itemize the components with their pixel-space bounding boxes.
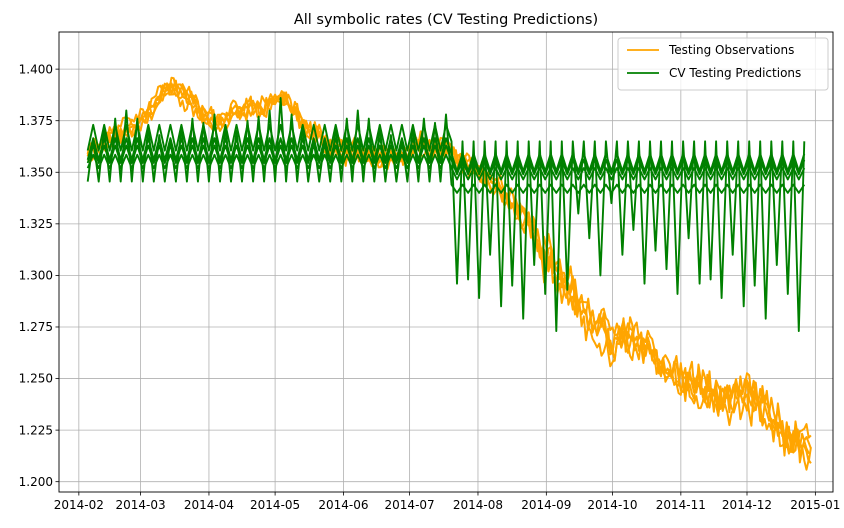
legend-box [617, 37, 829, 91]
legend: Testing Observations CV Testing Predicti… [617, 37, 829, 91]
y-tick-label: 1.200 [19, 475, 53, 489]
x-tick-label: 2014-10 [587, 498, 637, 512]
chart-title: All symbolic rates (CV Testing Predictio… [294, 12, 598, 28]
x-tick-label: 2014-08 [453, 498, 503, 512]
plot-frame [58, 31, 834, 493]
y-tick-label: 1.375 [19, 114, 53, 128]
grid-lines [59, 32, 833, 492]
x-axis: 2014-02 2014-03 2014-04 2014-05 2014-06 2014-… [54, 492, 840, 512]
y-tick-label: 1.350 [19, 165, 53, 179]
x-tick-label: 2014-12 [722, 498, 772, 512]
x-tick-label: 2014-03 [116, 498, 166, 512]
x-tick-label: 2014-05 [250, 498, 300, 512]
y-tick-label: 1.325 [19, 217, 53, 231]
x-tick-label: 2014-11 [656, 498, 706, 512]
legend-label-observations: Testing Observations [668, 43, 794, 57]
y-axis: 1.200 1.225 1.250 1.275 1.300 1.325 1.350 1.375… [19, 62, 59, 489]
predictions-line [86, 123, 806, 333]
predictions-series [86, 97, 806, 333]
x-tick-label: 2014-04 [184, 498, 234, 512]
legend-label-predictions: CV Testing Predictions [669, 66, 801, 80]
y-tick-label: 1.300 [19, 269, 53, 283]
y-tick-label: 1.225 [19, 423, 53, 437]
x-tick-label: 2014-02 [54, 498, 104, 512]
observations-line [86, 76, 812, 463]
y-tick-label: 1.275 [19, 320, 53, 334]
y-tick-label: 1.400 [19, 62, 53, 76]
x-tick-label: 2014-07 [385, 498, 435, 512]
x-tick-label: 2014-06 [318, 498, 368, 512]
x-tick-label: 2015-01 [790, 498, 840, 512]
y-tick-label: 1.250 [19, 372, 53, 386]
x-tick-label: 2014-09 [521, 498, 571, 512]
